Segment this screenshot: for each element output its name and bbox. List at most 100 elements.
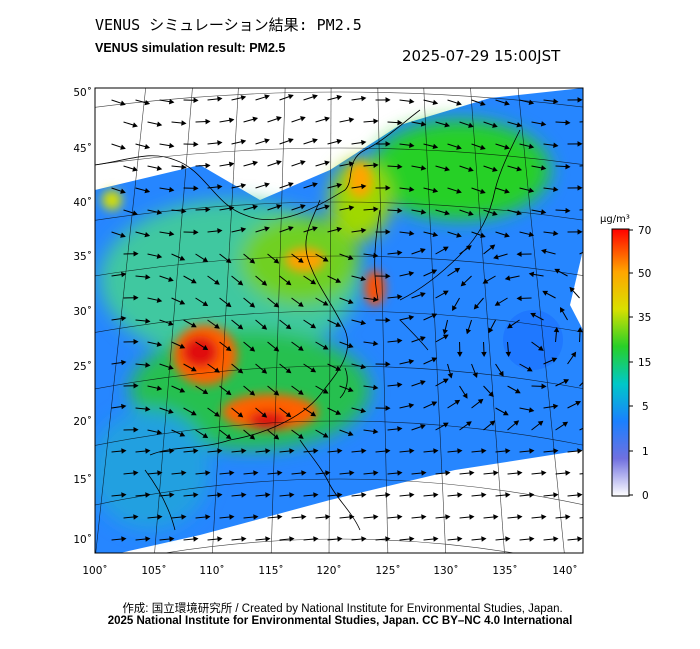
wind-arrow-head	[249, 390, 256, 396]
wind-arrow-head	[397, 294, 403, 300]
wind-arrow-head	[169, 492, 175, 498]
wind-arrow-head	[517, 514, 523, 520]
wind-arrow-head	[397, 250, 403, 256]
wind-arrow-head	[181, 208, 187, 214]
wind-arrow-head	[156, 341, 163, 347]
wind-arrow-head	[145, 274, 151, 280]
wind-arrow-head	[261, 280, 268, 286]
wind-arrow-head	[529, 536, 535, 542]
wind-arrow-head	[469, 514, 475, 520]
wind-arrow-head	[385, 141, 391, 147]
wind-arrow-head	[493, 514, 499, 520]
wind-arrow-head	[420, 121, 427, 127]
wind-arrow-head	[205, 162, 211, 169]
wind-arrow-head	[261, 368, 268, 374]
lat-label: 40˚	[73, 197, 92, 209]
wind-arrow-head	[322, 388, 329, 394]
wind-arrow-head	[133, 470, 139, 476]
wind-arrow-head	[264, 138, 270, 144]
meridian-line	[517, 88, 565, 553]
wind-arrow-head	[385, 273, 391, 279]
wind-arrow-head	[156, 429, 163, 435]
lat-label: 15˚	[73, 474, 92, 486]
wind-arrow-head	[397, 163, 403, 170]
wind-arrow-head	[481, 536, 487, 542]
wind-arrow-head	[225, 389, 232, 396]
wind-arrow-head	[540, 165, 547, 171]
wind-arrow-head	[156, 165, 163, 171]
wind-arrow-head	[336, 94, 343, 101]
wind-arrow-head	[442, 290, 449, 296]
wind-arrow-head	[516, 210, 523, 216]
wind-arrow-head	[133, 339, 139, 345]
wind-arrow-head	[528, 231, 535, 238]
wind-arrow-head	[481, 448, 487, 454]
pm25-concentration-field	[95, 88, 583, 553]
wind-arrow-head	[420, 248, 426, 254]
wind-arrow-head	[444, 166, 450, 172]
wind-arrow-head	[577, 185, 583, 191]
wind-arrow-head	[120, 188, 126, 194]
lat-label: 45˚	[73, 143, 92, 155]
wind-arrow-head	[337, 448, 343, 454]
wind-arrow-head	[565, 470, 571, 476]
lon-label: 130˚	[433, 565, 458, 577]
wind-arrow-head	[432, 143, 439, 150]
wind-arrow-head	[349, 514, 355, 520]
wind-arrow-head	[442, 246, 449, 252]
wind-arrow-head	[217, 184, 223, 190]
wind-arrow-head	[229, 470, 235, 476]
wind-arrow-head	[249, 302, 256, 308]
wind-arrow-head	[456, 188, 462, 194]
wind-arrow-head	[466, 421, 472, 427]
wind-arrow-head	[190, 278, 197, 284]
title-english: VENUS simulation result: PM2.5	[95, 41, 286, 55]
wind-arrow-head	[373, 470, 379, 476]
wind-arrow-head	[145, 406, 151, 412]
wind-arrow-head	[300, 204, 306, 210]
wind-arrow-head	[420, 165, 427, 171]
wind-arrow-head	[360, 363, 367, 370]
wind-arrow-head	[528, 271, 535, 278]
wind-arrow-head	[409, 492, 415, 498]
wind-arrow-head	[590, 471, 594, 475]
wind-arrow-head	[297, 345, 304, 351]
wind-arrow-head	[179, 299, 186, 305]
wind-arrow-head	[202, 389, 209, 395]
wind-arrow-head	[133, 514, 139, 520]
wind-arrow-head	[553, 448, 559, 454]
wind-arrow-head	[373, 514, 379, 520]
wind-arrow-head	[324, 160, 330, 166]
wind-arrow-head	[335, 321, 342, 327]
wind-arrow-head	[361, 227, 367, 234]
wind-arrow-head	[361, 95, 367, 102]
wind-arrow-head	[373, 162, 379, 168]
wind-arrow-head	[228, 205, 235, 212]
lat-label: 20˚	[73, 416, 92, 428]
wind-arrow-head	[273, 390, 280, 396]
wind-arrow-head	[409, 448, 415, 454]
wind-arrow-head	[373, 118, 379, 124]
wind-arrow-head	[457, 351, 463, 358]
lon-label: 110˚	[199, 565, 224, 577]
wind-arrow-head	[205, 206, 211, 213]
colorbar-tick: 35	[638, 312, 651, 324]
wind-arrow-head	[565, 514, 571, 520]
wind-arrow-head	[121, 271, 127, 278]
wind-arrow-head	[505, 536, 511, 542]
wind-arrow-head	[360, 275, 367, 282]
wind-arrow-head	[241, 492, 247, 498]
parallel-line	[95, 365, 583, 390]
wind-arrow-head	[513, 420, 520, 426]
wind-arrow-head	[517, 470, 523, 476]
wind-arrow-head	[193, 97, 199, 104]
wind-arrow-head	[214, 367, 220, 373]
wind-arrow-head	[261, 324, 268, 330]
wind-arrow-head	[553, 142, 559, 148]
wind-arrow-head	[285, 367, 292, 374]
wind-arrow-head	[408, 315, 415, 321]
meridian-line	[270, 88, 286, 553]
wind-arrow-head	[193, 229, 199, 236]
wind-arrow-head	[205, 470, 211, 476]
wind-arrow-head	[132, 122, 138, 128]
